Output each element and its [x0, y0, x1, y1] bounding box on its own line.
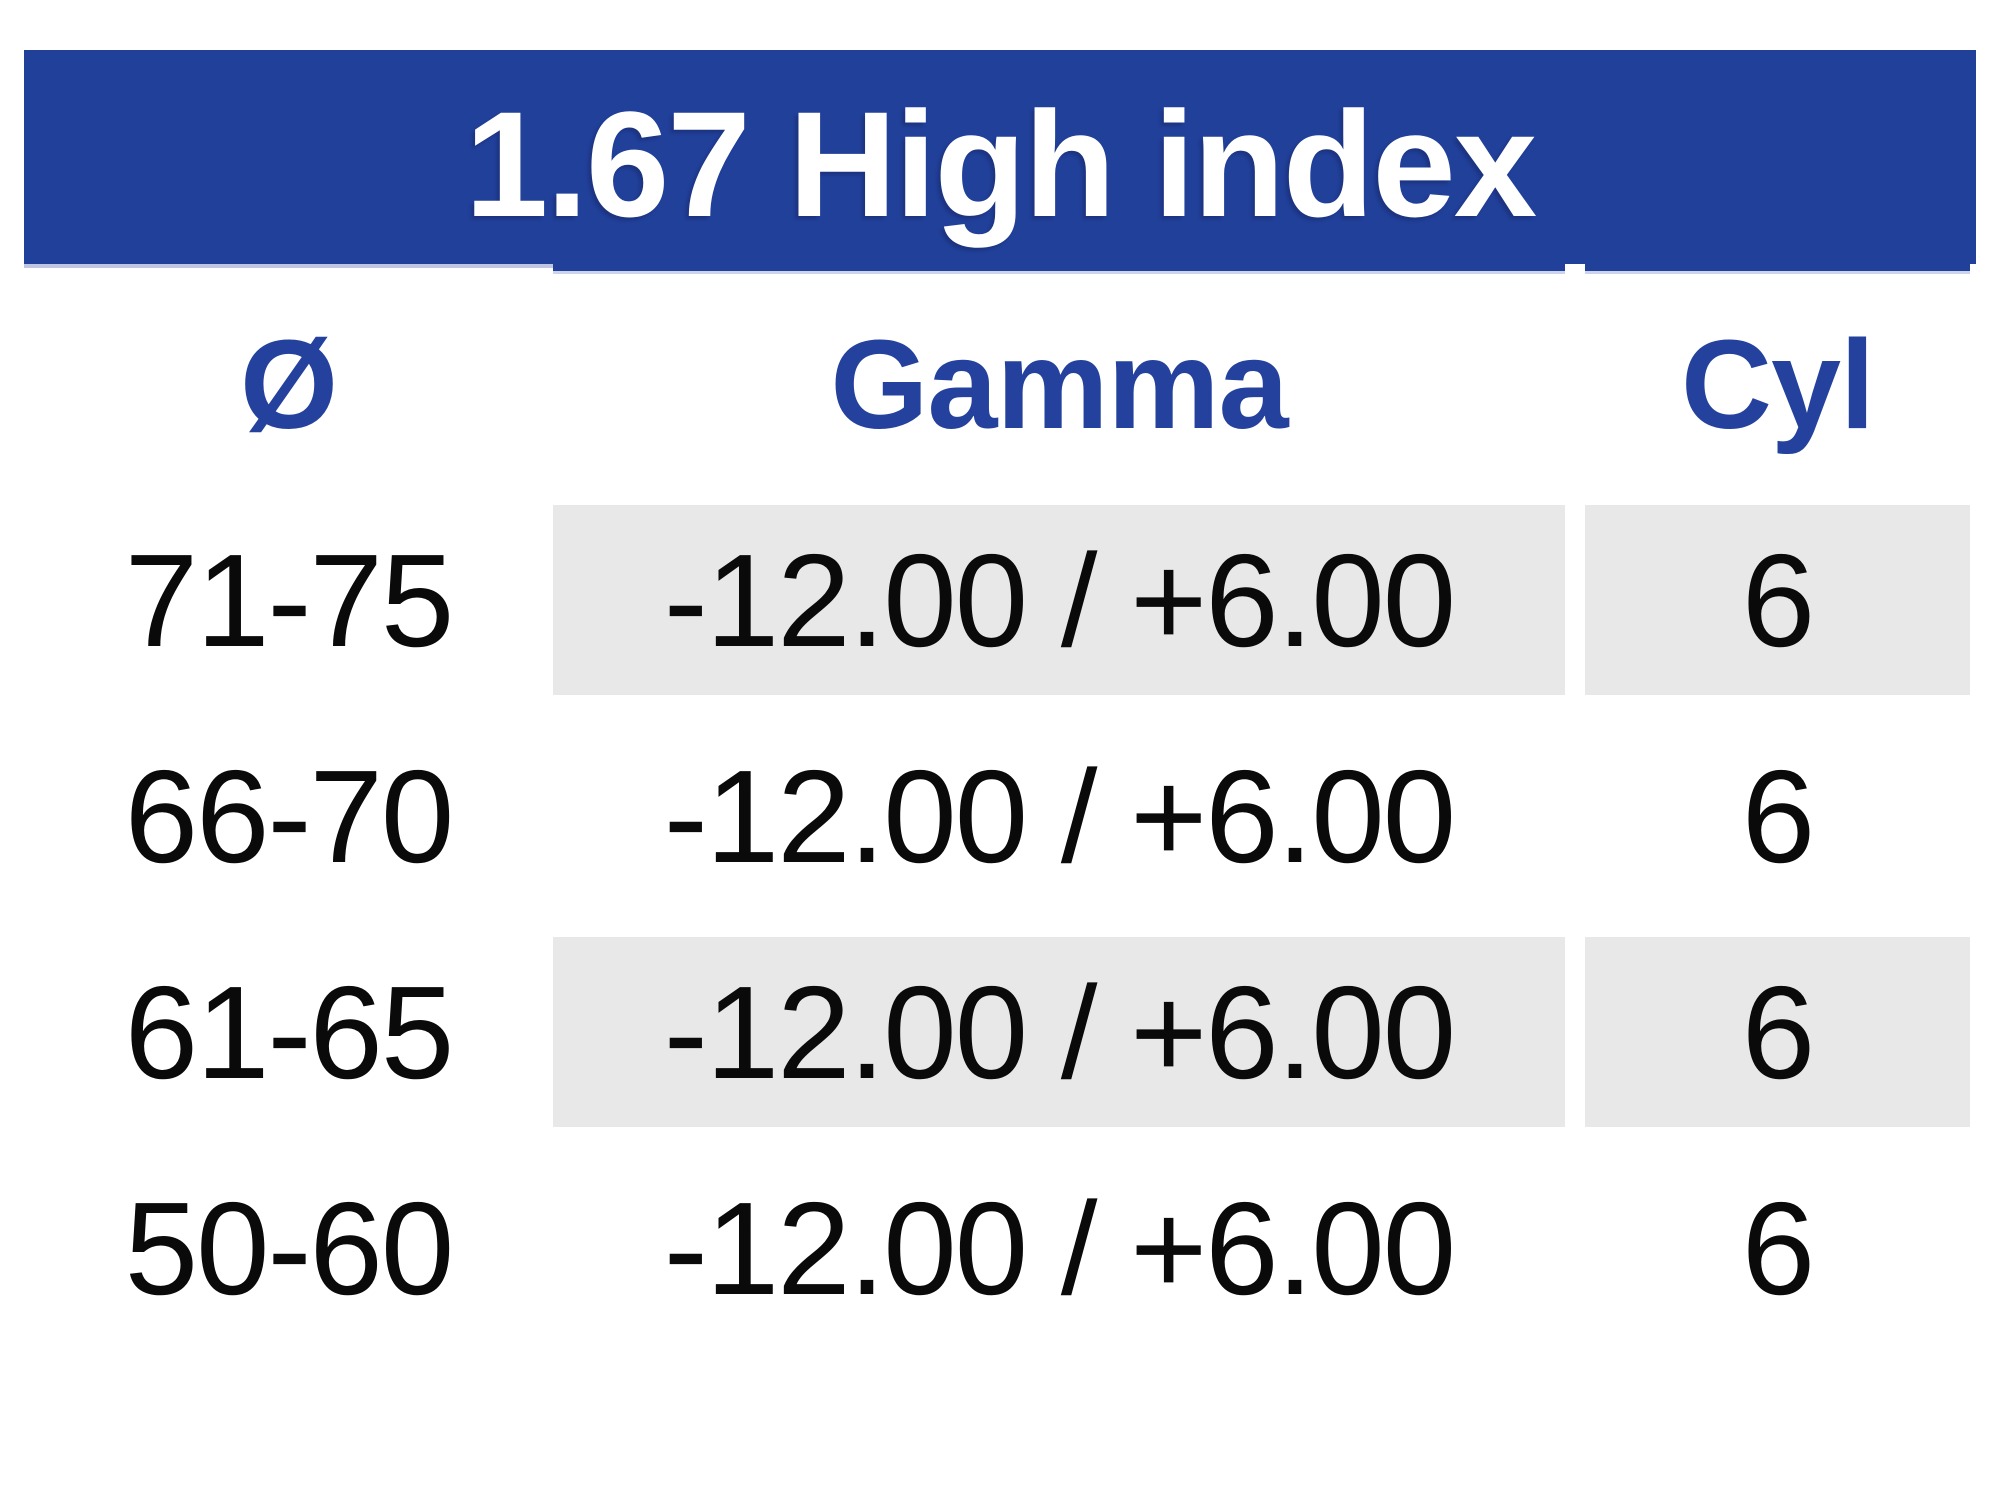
banner-shadow-left: [24, 264, 553, 268]
cell-diameter: 61-65: [124, 958, 455, 1106]
column-header-diameter: Ø: [239, 314, 338, 455]
column-header-cyl: Cyl: [1680, 314, 1875, 455]
cell-gamma: -12.00 / +6.00: [553, 937, 1565, 1127]
cell-cyl: 6: [1585, 937, 1970, 1127]
cell-gamma: -12.00 / +6.00: [553, 505, 1565, 695]
cell-cyl: 6: [1741, 742, 1815, 890]
cell-gamma: -12.00 / +6.00: [663, 1174, 1456, 1322]
table-title: 1.67 High index: [464, 79, 1537, 248]
column-header-gamma: Gamma: [830, 314, 1288, 455]
cell-diameter: 71-75: [124, 526, 455, 674]
cell-diameter: 66-70: [124, 742, 455, 890]
banner-tab-cyl-column: [1585, 264, 1970, 274]
cell-cyl: 6: [1741, 1174, 1815, 1322]
title-banner: 1.67 High index: [24, 50, 1976, 264]
banner-tab-gamma-column: [553, 264, 1565, 274]
cell-gamma: -12.00 / +6.00: [663, 742, 1456, 890]
cell-diameter: 50-60: [124, 1174, 455, 1322]
cell-cyl: 6: [1585, 505, 1970, 695]
